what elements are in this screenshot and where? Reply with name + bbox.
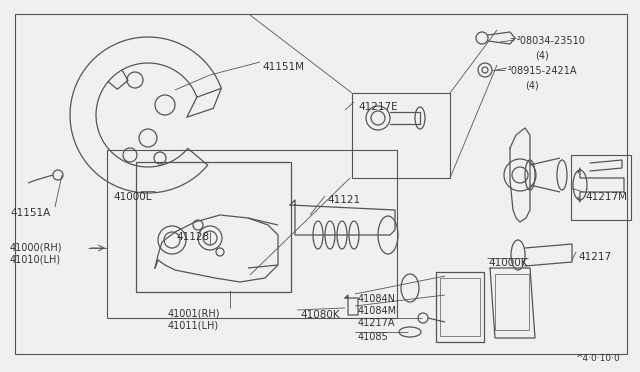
Text: 41217A: 41217A [358, 318, 396, 328]
Text: (4): (4) [525, 80, 539, 90]
Bar [440, 278, 480, 336]
Text: ²08034-23510: ²08034-23510 [517, 36, 586, 46]
Bar [107, 150, 397, 318]
Text: 41001(RH): 41001(RH) [168, 308, 221, 318]
Text: 41084N: 41084N [358, 294, 396, 304]
Text: 41080K: 41080K [300, 310, 340, 320]
Text: ²08915-2421A: ²08915-2421A [508, 66, 577, 76]
Text: 41217E: 41217E [358, 102, 397, 112]
Bar [136, 162, 291, 292]
Text: 41128: 41128 [176, 232, 209, 242]
Text: 41084M: 41084M [358, 306, 397, 316]
Text: 41000K: 41000K [488, 258, 527, 268]
Bar [495, 274, 529, 330]
Text: 41217: 41217 [578, 252, 611, 262]
Bar [352, 93, 450, 178]
Text: 41151A: 41151A [10, 208, 51, 218]
Bar [571, 155, 631, 220]
Text: 41010(LH): 41010(LH) [10, 254, 61, 264]
Text: 41011(LH): 41011(LH) [168, 320, 219, 330]
Text: (4): (4) [535, 50, 548, 60]
Text: 41121: 41121 [327, 195, 360, 205]
Text: 41151M: 41151M [262, 62, 304, 72]
Text: ^4·0·10·0: ^4·0·10·0 [575, 354, 620, 363]
Text: 41217M: 41217M [585, 192, 627, 202]
Text: 41085: 41085 [358, 332, 388, 342]
Text: 41000(RH): 41000(RH) [10, 242, 63, 252]
Text: 41000L: 41000L [113, 192, 152, 202]
